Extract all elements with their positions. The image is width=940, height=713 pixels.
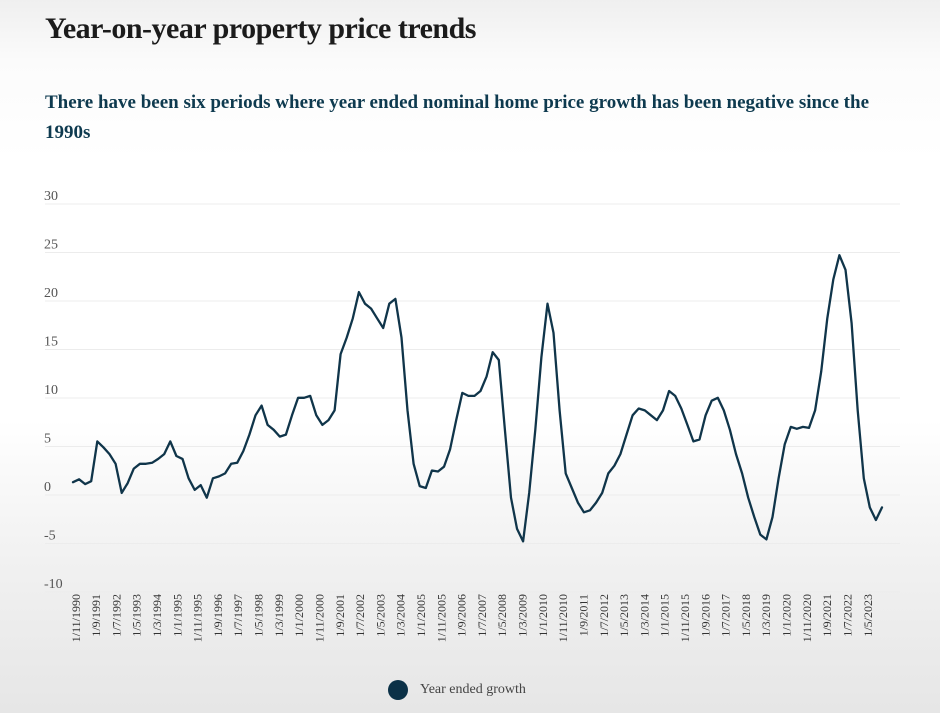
series-line-year-ended-growth bbox=[71, 254, 884, 543]
y-tick-label: 0 bbox=[44, 480, 51, 495]
y-tick-label: 30 bbox=[44, 189, 58, 204]
x-tick-label: 1/9/2011 bbox=[576, 594, 590, 636]
x-tick-label: 1/1/2010 bbox=[536, 594, 550, 637]
x-tick-label: 1/9/2016 bbox=[698, 594, 712, 637]
chart-subtitle: There have been six periods where year e… bbox=[45, 92, 870, 143]
x-tick-label: 1/11/2000 bbox=[312, 594, 326, 642]
x-tick-label: 1/9/2006 bbox=[455, 594, 469, 637]
y-tick-label: -10 bbox=[44, 577, 63, 592]
x-tick-label: 1/9/2001 bbox=[333, 594, 347, 637]
x-tick-label: 1/1/2005 bbox=[414, 594, 428, 637]
x-tick-label: 1/7/2017 bbox=[719, 594, 733, 637]
y-tick-label: -5 bbox=[44, 529, 56, 544]
y-tick-label: 15 bbox=[44, 335, 58, 350]
x-tick-label: 1/7/2022 bbox=[840, 594, 854, 637]
x-tick-label: 1/11/2005 bbox=[434, 594, 448, 642]
chart-title: Year-on-year property price trends bbox=[45, 12, 476, 45]
x-tick-label: 1/3/2009 bbox=[516, 594, 530, 637]
x-tick-label: 1/11/2010 bbox=[556, 594, 570, 642]
x-tick-label: 1/7/1997 bbox=[231, 594, 245, 637]
y-tick-label: 20 bbox=[44, 286, 58, 301]
y-tick-label: 25 bbox=[44, 238, 58, 253]
x-tick-label: 1/7/2012 bbox=[597, 594, 611, 637]
y-tick-label: 10 bbox=[44, 383, 58, 398]
x-tick-label: 1/5/2018 bbox=[739, 594, 753, 637]
x-tick-label: 1/7/2007 bbox=[475, 594, 489, 637]
x-tick-label: 1/1/1995 bbox=[170, 594, 184, 637]
x-tick-label: 1/7/2002 bbox=[353, 594, 367, 637]
x-tick-label: 1/9/2021 bbox=[820, 594, 834, 637]
x-tick-label: 1/5/1993 bbox=[130, 594, 144, 637]
x-tick-label: 1/9/1991 bbox=[89, 594, 103, 637]
x-tick-label: 1/3/2004 bbox=[394, 594, 408, 637]
x-tick-label: 1/5/2008 bbox=[495, 594, 509, 637]
legend: Year ended growth bbox=[388, 680, 526, 700]
x-tick-label: 1/3/1994 bbox=[150, 594, 164, 637]
x-tick-label: 1/11/1995 bbox=[191, 594, 205, 642]
x-tick-label: 1/5/2003 bbox=[373, 594, 387, 637]
x-tick-label: 1/7/1992 bbox=[109, 594, 123, 637]
legend-marker-icon bbox=[388, 680, 408, 700]
x-tick-label: 1/3/2014 bbox=[637, 594, 651, 637]
x-tick-label: 1/11/2015 bbox=[678, 594, 692, 642]
x-tick-label: 1/3/2019 bbox=[759, 594, 773, 637]
x-tick-label: 1/5/2013 bbox=[617, 594, 631, 637]
x-tick-label: 1/11/1990 bbox=[69, 594, 83, 642]
x-tick-label: 1/11/2020 bbox=[800, 594, 814, 642]
x-tick-label: 1/1/2015 bbox=[658, 594, 672, 637]
x-tick-label: 1/9/1996 bbox=[211, 594, 225, 637]
y-tick-label: 5 bbox=[44, 432, 51, 447]
legend-label: Year ended growth bbox=[420, 682, 526, 697]
x-tick-label: 1/5/1998 bbox=[252, 594, 266, 637]
x-tick-label: 1/1/2000 bbox=[292, 594, 306, 637]
x-tick-label: 1/3/1999 bbox=[272, 594, 286, 637]
x-tick-label: 1/1/2020 bbox=[780, 594, 794, 637]
x-tick-label: 1/5/2023 bbox=[861, 594, 875, 637]
